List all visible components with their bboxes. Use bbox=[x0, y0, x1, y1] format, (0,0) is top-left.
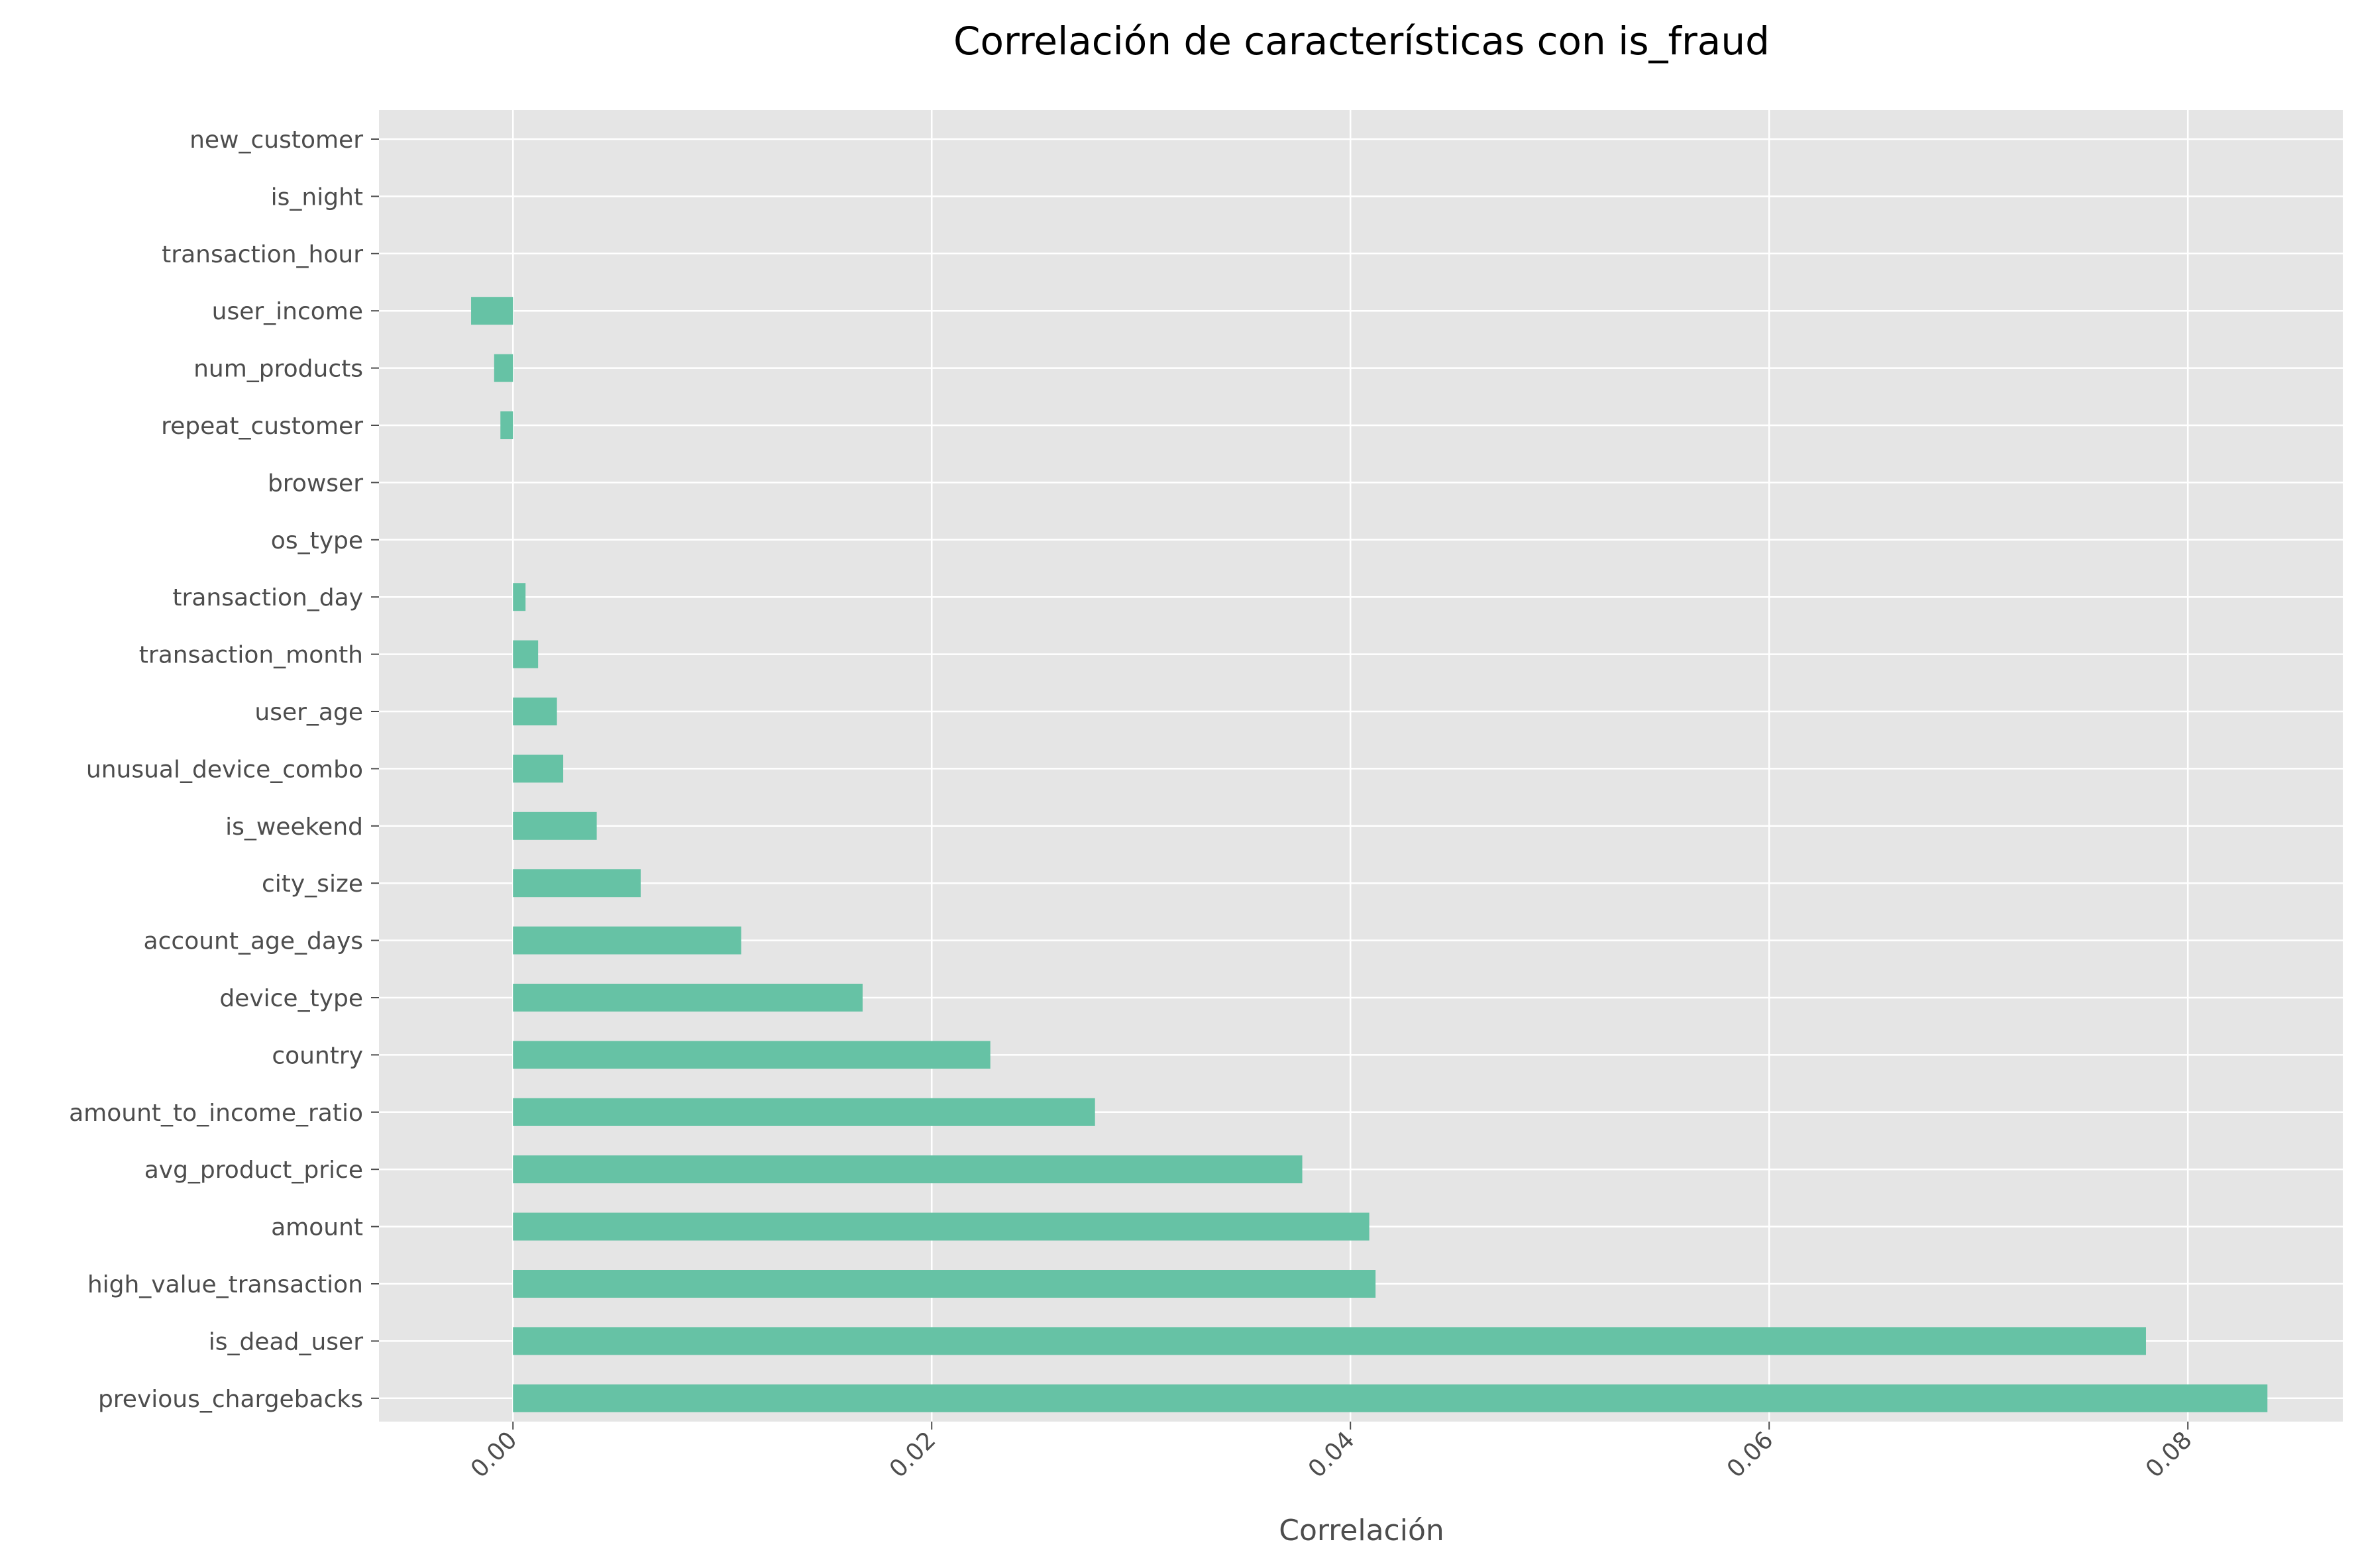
x-tick-label: 0.04 bbox=[1303, 1426, 1360, 1483]
chart-title: Correlación de características con is_fr… bbox=[953, 19, 1770, 64]
y-tick-label: amount bbox=[271, 1214, 363, 1241]
y-tick-label: is_night bbox=[271, 183, 363, 211]
y-tick-label: amount_to_income_ratio bbox=[69, 1100, 363, 1127]
y-tick-label: os_type bbox=[271, 527, 363, 554]
y-tick-label: user_income bbox=[212, 298, 363, 325]
bar-country bbox=[513, 1041, 991, 1069]
y-tick-label: device_type bbox=[219, 985, 363, 1012]
y-tick-label: repeat_customer bbox=[161, 413, 363, 440]
bar-avg_product_price bbox=[513, 1155, 1303, 1184]
y-tick-label: avg_product_price bbox=[144, 1157, 363, 1184]
y-tick-label: transaction_day bbox=[172, 584, 363, 611]
x-axis-ticks: 0.00 0.02 0.04 0.06 0.08 bbox=[466, 1422, 2198, 1483]
bar-unusual_device_combo bbox=[513, 755, 564, 783]
x-tick-label: 0.02 bbox=[885, 1426, 941, 1483]
y-tick-label: transaction_hour bbox=[162, 241, 363, 268]
y-tick-label: unusual_device_combo bbox=[86, 756, 363, 783]
x-tick-label: 0.08 bbox=[2141, 1426, 2198, 1483]
y-axis-ticks: new_customer is_night transaction_houruser… bbox=[69, 127, 379, 1413]
bar-transaction_month bbox=[513, 640, 539, 668]
y-tick-label: account_age_days bbox=[144, 928, 363, 955]
bar-previous_chargebacks bbox=[513, 1384, 2268, 1412]
x-axis-label: Correlación bbox=[1279, 1514, 1444, 1547]
bar-repeat_customer bbox=[500, 411, 513, 439]
bar-high_value_transaction bbox=[513, 1270, 1376, 1298]
plot-area bbox=[379, 110, 2343, 1422]
bar-transaction_day bbox=[513, 583, 526, 611]
y-tick-label: transaction_month bbox=[139, 642, 363, 669]
bar-amount bbox=[513, 1212, 1370, 1241]
x-tick-label: 0.00 bbox=[466, 1426, 523, 1483]
y-tick-label: high_value_transaction bbox=[87, 1271, 363, 1298]
y-tick-label: is_weekend bbox=[225, 813, 363, 841]
bar-num_products bbox=[494, 354, 513, 382]
y-tick-label: city_size bbox=[262, 870, 363, 898]
grid-lines bbox=[379, 110, 2343, 1422]
bar-device_type bbox=[513, 984, 863, 1012]
y-tick-label: country bbox=[272, 1042, 363, 1069]
bar-city_size bbox=[513, 869, 641, 898]
y-tick-label: browser bbox=[268, 470, 363, 497]
bar-user_age bbox=[513, 698, 557, 725]
x-tick-label: 0.06 bbox=[1722, 1426, 1779, 1483]
bars bbox=[471, 297, 2268, 1412]
bar-account_age_days bbox=[513, 926, 741, 955]
y-tick-label: previous_chargebacks bbox=[98, 1386, 363, 1413]
bar-amount_to_income_ratio bbox=[513, 1098, 1095, 1126]
y-tick-label: is_dead_user bbox=[209, 1328, 363, 1355]
y-tick-label: new_customer bbox=[189, 127, 363, 154]
bar-user_income bbox=[471, 297, 513, 325]
bar-is_weekend bbox=[513, 811, 597, 840]
bar-is_dead_user bbox=[513, 1327, 2146, 1355]
y-tick-label: num_products bbox=[193, 356, 363, 383]
y-tick-label: user_age bbox=[254, 699, 363, 726]
